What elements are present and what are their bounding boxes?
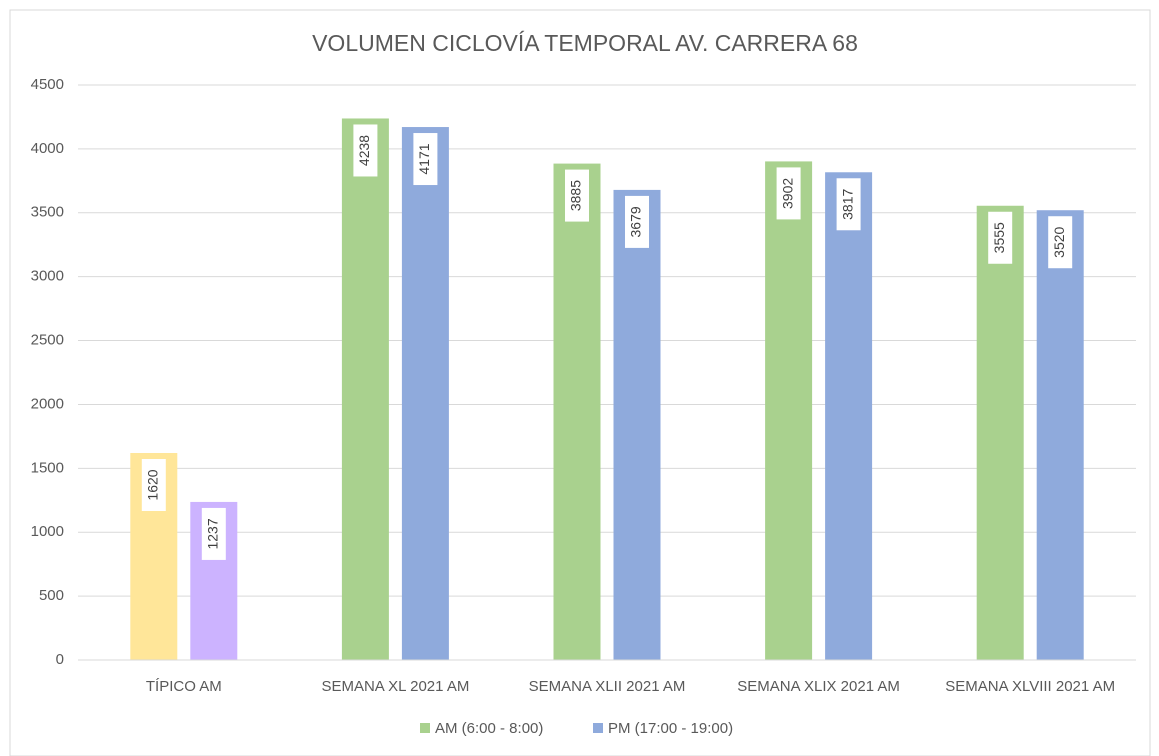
x-tick-label: TÍPICO AM: [146, 678, 222, 695]
y-tick-label: 3000: [31, 268, 64, 285]
bar: [765, 161, 813, 660]
bar: [1036, 210, 1084, 660]
data-label: 1237: [205, 518, 221, 549]
y-tick-label: 2000: [31, 395, 64, 412]
bar: [401, 127, 449, 661]
y-tick-label: 1500: [31, 459, 64, 476]
data-label: 3902: [779, 178, 795, 209]
data-label: 3885: [568, 180, 584, 211]
legend-swatch: [593, 723, 603, 733]
data-label-box: [625, 195, 649, 248]
bar: [825, 172, 873, 660]
x-tick-label: SEMANA XLVIII 2021 AM: [945, 678, 1115, 695]
legend-label: AM (6:00 - 8:00): [435, 720, 543, 737]
y-tick-label: 4500: [31, 76, 64, 93]
data-label: 4171: [416, 143, 432, 174]
data-label-box: [201, 507, 226, 560]
bar: [976, 205, 1024, 660]
y-tick-label: 0: [56, 651, 64, 668]
data-label-box: [565, 169, 589, 222]
data-label-box: [1048, 216, 1073, 269]
y-tick-label: 2500: [31, 332, 64, 349]
data-label: 3555: [991, 222, 1007, 253]
data-label-box: [836, 178, 861, 231]
y-tick-label: 1000: [31, 523, 64, 540]
data-label-box: [353, 124, 378, 177]
y-tick-label: 4000: [31, 140, 64, 157]
data-label: 4238: [356, 135, 372, 166]
data-label: 3520: [1051, 226, 1067, 257]
data-label: 3679: [628, 206, 644, 237]
legend-label: PM (17:00 - 19:00): [608, 720, 733, 737]
x-tick-label: SEMANA XLIX 2021 AM: [737, 678, 900, 695]
x-tick-label: SEMANA XLII 2021 AM: [529, 678, 686, 695]
y-tick-label: 500: [39, 587, 64, 604]
data-label: 3817: [839, 188, 855, 219]
data-label-box: [413, 133, 438, 186]
y-tick-label: 3500: [31, 204, 64, 221]
data-label-box: [141, 459, 166, 511]
bar: [613, 189, 661, 660]
data-label-box: [776, 167, 801, 220]
data-label: 1620: [145, 469, 161, 500]
bar: [341, 118, 389, 660]
data-label-box: [988, 211, 1013, 264]
bar: [553, 163, 601, 661]
x-tick-label: SEMANA XL 2021 AM: [321, 678, 469, 695]
chart-title: VOLUMEN CICLOVÍA TEMPORAL AV. CARRERA 68: [312, 30, 858, 56]
legend-swatch: [420, 723, 430, 733]
